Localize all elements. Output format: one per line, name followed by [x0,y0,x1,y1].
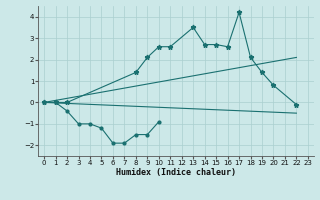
X-axis label: Humidex (Indice chaleur): Humidex (Indice chaleur) [116,168,236,177]
